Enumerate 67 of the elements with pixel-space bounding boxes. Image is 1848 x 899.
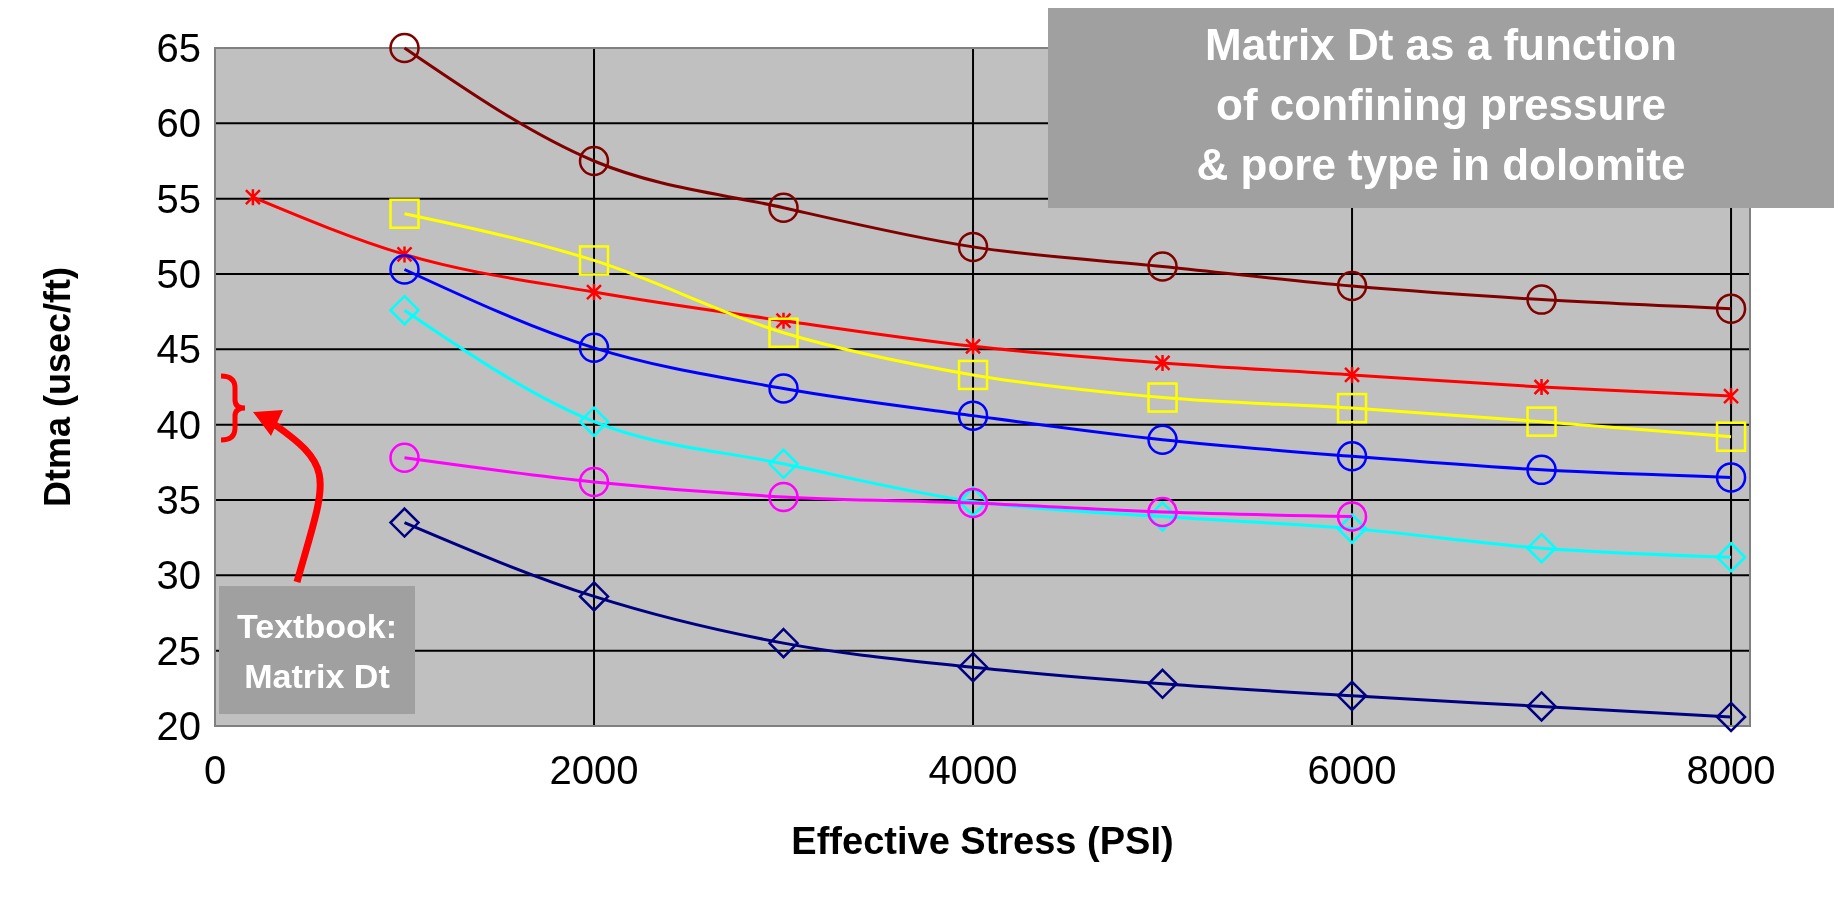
point [1154,353,1171,373]
point [768,317,799,349]
point [1343,365,1361,385]
y-tick-label: 20 [156,704,201,748]
y-tick-label: 35 [156,478,201,522]
point [1336,501,1368,532]
point [1715,701,1747,733]
y-tick-label: 65 [156,26,201,70]
point [578,581,610,612]
point [389,442,420,474]
point [244,187,262,207]
point [578,406,610,437]
point [957,400,989,431]
point [1147,382,1178,413]
point [1147,424,1178,455]
point [1715,421,1747,452]
point [1533,377,1550,397]
y-tick-label: 50 [156,252,201,296]
y-tick-label: 25 [156,628,201,673]
y-tick-label: 60 [156,101,201,146]
point [389,507,420,538]
point [1336,392,1368,424]
point [389,254,420,285]
y-tick-label: 55 [156,176,201,221]
point [578,332,610,364]
point [389,198,420,229]
point [1526,532,1557,564]
point [1722,386,1740,406]
x-tick-label: 4000 [928,748,1018,792]
point [389,294,420,326]
point [1526,691,1557,722]
point [1526,284,1557,315]
x-axis-title: Effective Stress (PSI) [791,820,1174,862]
x-tick-label: 2000 [549,748,639,792]
point [1526,454,1557,486]
point [578,245,610,276]
point [578,466,610,498]
annotation: Matrix Dt as a function of confining pressure & pore type in dolomite [1196,20,1686,189]
point [1336,680,1368,712]
y-tick-label: 45 [156,327,201,372]
y-axis-title: Dtma (usec/ft) [37,266,78,508]
point [389,32,420,64]
point [768,481,799,513]
point [957,231,989,263]
point [1526,406,1557,437]
point [768,192,799,223]
point [964,337,982,356]
point [1715,542,1747,573]
point [1147,668,1178,700]
point [768,448,799,480]
point [1715,293,1747,324]
point [957,651,989,683]
point [585,282,603,302]
y-tick-label: 40 [156,402,201,447]
x-tick-label: 8000 [1686,748,1776,792]
point [1715,462,1747,493]
point [578,145,610,177]
y-tick-label: 30 [156,553,201,598]
point [957,359,989,391]
point [768,373,799,404]
point [768,627,799,659]
x-tick-label: 0 [203,748,227,792]
point [1147,251,1178,282]
x-tick-label: 6000 [1307,748,1397,792]
annotation: Textbook: Matrix Dt [237,607,397,695]
point [1336,441,1368,472]
point [1336,270,1368,302]
